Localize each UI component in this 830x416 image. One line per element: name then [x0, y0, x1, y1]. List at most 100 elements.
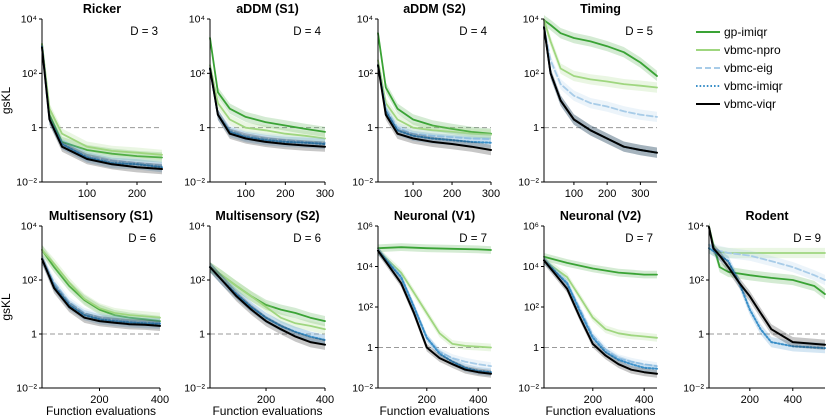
- dimension-label: D = 7: [625, 233, 653, 245]
- y-tick-label: 10⁴: [688, 221, 704, 233]
- panel-title: Multisensory (S2): [215, 209, 319, 223]
- panel-title: aDDM (S1): [236, 2, 299, 16]
- y-tick-label: 10⁶: [523, 221, 539, 233]
- y-tick-label: 1: [199, 122, 205, 134]
- dimension-label: D = 7: [459, 233, 487, 245]
- series-band-vbmc-viqr: [544, 22, 657, 158]
- x-tick-label: 200: [90, 394, 108, 406]
- x-tick-label: 100: [78, 188, 96, 200]
- x-axis-label: Function evaluations: [379, 404, 489, 416]
- panel-title: Multisensory (S1): [49, 209, 153, 223]
- y-tick-label: 1: [199, 329, 205, 341]
- x-tick-label: 200: [276, 188, 294, 200]
- panel-title: Timing: [580, 2, 621, 16]
- y-tick-label: 10²: [190, 68, 206, 80]
- x-tick-label: 400: [635, 394, 653, 406]
- series-line-vbmc-viqr: [377, 249, 492, 375]
- x-tick-label: 200: [257, 394, 275, 406]
- legend-label: vbmc-npro: [724, 43, 781, 57]
- y-tick-label: 10⁻²: [518, 177, 539, 189]
- series-band-vbmc-imiqr: [378, 246, 491, 377]
- x-axis-label: Function evaluations: [545, 404, 655, 416]
- chart-panel: 10⁶ 10⁴ 10² 1 10⁻² 200 400 Neuronal (V2) D = 7 Fu…: [518, 209, 658, 416]
- series-band-vbmc-viqr: [42, 253, 160, 331]
- series-band-vbmc-eig: [544, 22, 657, 122]
- series-line-vbmc-npro: [209, 266, 326, 331]
- series-line-vbmc-imiqr: [41, 258, 161, 325]
- series-band-vbmc-imiqr: [544, 256, 657, 373]
- series-line-vbmc-npro: [41, 43, 163, 156]
- x-axis-label: Function evaluations: [46, 404, 156, 416]
- y-tick-label: 10⁴: [21, 221, 37, 233]
- y-tick-label: 10⁻²: [683, 383, 704, 395]
- series-band-vbmc-viqr: [378, 60, 491, 156]
- series-line-vbmc-npro: [543, 259, 658, 339]
- panel-title: Neuronal (V2): [560, 209, 641, 223]
- series-line-gp-imiqr: [377, 32, 492, 135]
- series-line-vbmc-viqr: [377, 64, 492, 151]
- y-tick-label: 10⁴: [189, 221, 205, 233]
- chart-panel: 10⁴ 10² 1 10⁻² 100 200 Ricker D = 3 gsKL: [0, 2, 163, 200]
- dimension-label: D = 5: [625, 26, 653, 38]
- x-tick-label: 300: [631, 188, 649, 200]
- chart-panel: 10⁴ 10² 1 10⁻² 200 400 Multisensory (S1) D = 6 g…: [0, 209, 169, 416]
- series-band-gp-imiqr: [544, 253, 657, 279]
- x-tick-label: 100: [565, 188, 583, 200]
- series-band-vbmc-npro: [378, 55, 491, 140]
- series-band-vbmc-npro: [544, 15, 657, 93]
- series-band-vbmc-npro: [378, 246, 491, 352]
- panel-title: Neuronal (V1): [394, 209, 475, 223]
- y-tick-label: 10⁻²: [184, 383, 205, 395]
- series-band-vbmc-npro: [210, 60, 325, 144]
- panel-title: Rodent: [745, 209, 789, 223]
- y-tick-label: 10⁴: [357, 261, 373, 273]
- series-line-vbmc-viqr: [41, 46, 163, 170]
- legend-label: vbmc-viqr: [724, 97, 776, 111]
- legend: gp-imiqr vbmc-npro vbmc-eig vbmc-imiqr vbmc-…: [696, 25, 783, 111]
- x-tick-label: 200: [584, 394, 602, 406]
- series-line-gp-imiqr: [209, 37, 326, 133]
- series-line-vbmc-viqr: [708, 226, 826, 346]
- y-tick-label: 10⁻²: [518, 383, 539, 395]
- series-band-gp-imiqr: [210, 32, 325, 137]
- legend-label: vbmc-eig: [724, 61, 773, 75]
- series-line-vbmc-eig: [708, 244, 826, 281]
- series-line-gp-imiqr: [41, 249, 161, 322]
- panel-title: aDDM (S2): [403, 2, 466, 16]
- series-line-vbmc-imiqr: [377, 249, 492, 374]
- chart-panel: 10⁶ 10⁴ 10² 1 10⁻² 200 400 Neuronal (V1) D = 7 Fu…: [352, 209, 492, 416]
- series-band-vbmc-eig: [709, 239, 825, 286]
- x-tick-label: 200: [128, 188, 146, 200]
- series-line-vbmc-eig: [41, 258, 161, 324]
- y-tick-label: 1: [533, 342, 539, 354]
- series-line-vbmc-viqr: [543, 259, 658, 375]
- chart-panel: 10⁴ 10² 1 10⁻² 100 200 300 Timing D = 5: [518, 2, 658, 200]
- y-tick-label: 1: [367, 122, 373, 134]
- dimension-label: D = 6: [293, 233, 321, 245]
- series-line-vbmc-eig: [543, 26, 658, 118]
- series-band-vbmc-imiqr: [544, 22, 657, 158]
- y-tick-label: 10⁴: [189, 14, 205, 26]
- series-band-vbmc-imiqr: [210, 63, 325, 150]
- y-tick-label: 10²: [524, 68, 540, 80]
- y-axis-label: gsKL: [0, 293, 13, 321]
- series-line-vbmc-npro: [41, 249, 161, 319]
- legend-label: vbmc-imiqr: [724, 79, 783, 93]
- x-tick-label: 100: [237, 188, 255, 200]
- dimension-label: D = 3: [130, 26, 158, 38]
- y-tick-label: 1: [31, 122, 37, 134]
- y-tick-label: 10²: [22, 68, 38, 80]
- chart-panel: 10⁴ 10² 1 10⁻² 200 400 Rodent D = 9: [683, 209, 826, 406]
- chart-panel: 10⁴ 10² 1 10⁻² 100 200 300 aDDM (S2) D = 4: [352, 2, 500, 200]
- series-band-gp-imiqr: [544, 15, 657, 82]
- y-tick-label: 10²: [689, 275, 705, 287]
- dimension-label: D = 4: [293, 26, 321, 38]
- x-tick-label: 300: [482, 188, 500, 200]
- y-tick-label: 10⁻²: [16, 383, 37, 395]
- x-tick-label: 400: [151, 394, 169, 406]
- y-tick-label: 10⁴: [357, 14, 373, 26]
- x-tick-label: 200: [418, 394, 436, 406]
- series-band-vbmc-viqr: [378, 246, 491, 378]
